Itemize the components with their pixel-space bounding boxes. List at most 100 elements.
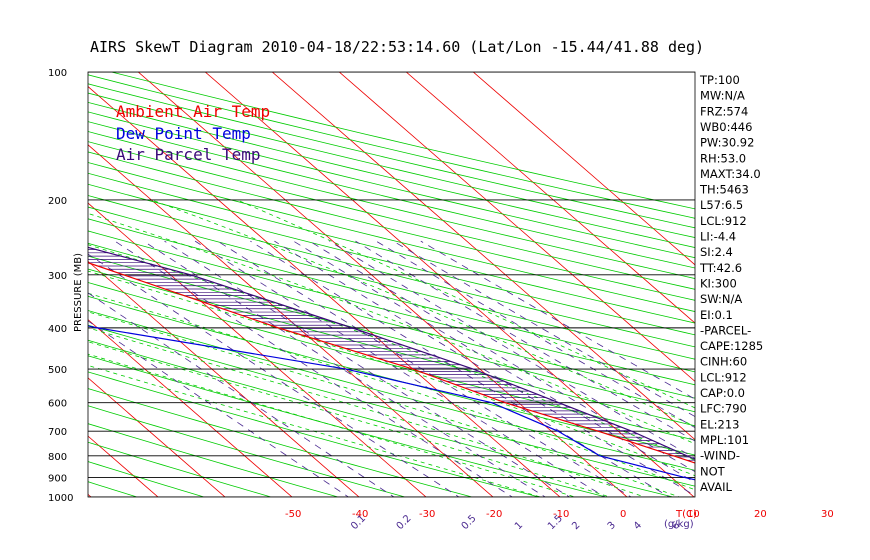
stability-index-item: MW:N/A xyxy=(700,89,745,103)
mixing-ratio-tick-label: 0.2 xyxy=(395,513,414,532)
stability-index-item: LFC:790 xyxy=(700,402,747,416)
pressure-tick-label: 700 xyxy=(48,427,67,438)
stability-index-item: AVAIL xyxy=(700,480,733,494)
stability-index-item: CINH:60 xyxy=(700,355,747,369)
stability-index-item: -PARCEL- xyxy=(700,323,751,337)
moist-adiabat-line xyxy=(88,353,577,497)
mixing-ratio-line xyxy=(194,240,606,497)
dry-adiabat-line xyxy=(88,218,695,373)
mixing-ratio-line xyxy=(420,240,695,400)
dry-adiabat-line xyxy=(88,310,695,471)
plot-area xyxy=(88,72,695,497)
stability-index-item: MPL:101 xyxy=(700,433,749,447)
dew-point-temp-line xyxy=(88,325,695,481)
stability-index-item: SW:N/A xyxy=(700,292,742,306)
stability-index-item: FRZ:574 xyxy=(700,104,748,118)
pressure-tick-label: 300 xyxy=(48,271,67,282)
plot-frame xyxy=(87,71,696,498)
dry-adiabat-line xyxy=(88,441,273,497)
stability-index-item: -WIND- xyxy=(700,449,740,463)
stability-index-item: EL:213 xyxy=(700,417,740,431)
bottom-temp-tick-label: 20 xyxy=(754,509,767,520)
stability-index-item: TT:42.6 xyxy=(699,261,742,275)
isotherm-line xyxy=(88,377,226,497)
dry-adiabat-line xyxy=(88,101,695,248)
stability-index-item: EI:0.1 xyxy=(700,308,733,322)
moist-adiabat-line xyxy=(236,199,695,409)
stability-index-item: L57:6.5 xyxy=(700,198,743,212)
stability-index-item: RH:53.0 xyxy=(700,151,746,165)
dry-adiabat-line xyxy=(88,324,695,487)
dry-adiabat-line xyxy=(88,461,206,497)
moist-adiabat-line xyxy=(88,365,542,497)
legend-dew-point-temp: Dew Point Temp xyxy=(116,124,251,143)
dry-adiabat-line xyxy=(88,151,695,301)
isotherm-line xyxy=(88,319,293,497)
mixing-ratio-line xyxy=(88,292,395,497)
legend-air-parcel-temp: Air Parcel Temp xyxy=(116,145,261,164)
mixing-ratio-line xyxy=(329,240,695,459)
bottom-temp-tick-label: -30 xyxy=(419,509,435,520)
dry-adiabat-line xyxy=(88,131,695,279)
y-axis-label: PRESSURE (MB) xyxy=(73,253,84,332)
mixing-ratio-line xyxy=(309,240,695,473)
stability-index-item: MAXT:34.0 xyxy=(700,167,761,181)
mixing-ratio-line xyxy=(88,320,350,497)
stability-index-item: LI:-4.4 xyxy=(700,230,736,244)
stability-index-item: CAPE:1285 xyxy=(700,339,763,353)
moist-adiabat-line xyxy=(88,213,695,445)
mixing-ratio-line xyxy=(217,240,632,497)
dry-adiabat-line xyxy=(88,121,695,269)
pressure-tick-label: 500 xyxy=(48,365,67,376)
mixing-ratio-line xyxy=(355,240,695,442)
bottom-temp-tick-label: -10 xyxy=(553,509,569,520)
dry-adiabat-line xyxy=(88,230,695,386)
stability-index-item: TP:100 xyxy=(699,73,740,87)
mixing-ratio-line xyxy=(88,253,460,497)
dry-adiabat-line xyxy=(88,141,695,290)
mixing-ratio-line xyxy=(393,240,695,418)
stability-index-item: TH:5463 xyxy=(699,183,749,197)
pressure-tick-label: 200 xyxy=(48,196,67,207)
pressure-tick-label: 800 xyxy=(48,452,67,463)
stability-index-item: LCL:912 xyxy=(700,214,747,228)
dry-adiabat-line xyxy=(88,162,695,312)
stability-index-item: NOT xyxy=(700,464,726,478)
legend-ambient-air-temp: Ambient Air Temp xyxy=(116,102,270,121)
pressure-tick-label: 900 xyxy=(48,474,67,485)
moist-adiabat-line xyxy=(88,341,611,497)
isotherm-line xyxy=(405,72,695,324)
dry-adiabat-line xyxy=(88,388,474,497)
moist-adiabat-line xyxy=(88,311,681,497)
pressure-tick-label: 400 xyxy=(48,324,67,335)
mixing-ratio-unit-label: (g/kg) xyxy=(664,519,694,530)
mixing-ratio-line xyxy=(375,240,695,429)
dry-adiabat-line xyxy=(88,295,695,456)
isotherm-line xyxy=(472,72,695,266)
dry-adiabat-line xyxy=(88,268,695,427)
x-axis-unit-label: T(C) xyxy=(675,509,697,520)
stability-index-item: SI:2.4 xyxy=(700,245,733,259)
dry-adiabat-line xyxy=(88,339,675,497)
mixing-ratio-tick-label: 2 xyxy=(570,520,582,532)
bottom-temp-tick-label: 10 xyxy=(687,509,700,520)
isotherm-line xyxy=(271,72,695,441)
stability-index-item: KI:300 xyxy=(700,276,737,290)
stability-index-item: LCL:912 xyxy=(700,370,747,384)
pressure-tick-label: 1000 xyxy=(48,493,73,504)
moist-adiabat-line xyxy=(88,270,695,477)
dry-adiabat-line xyxy=(88,242,695,399)
stability-index-item: CAP:0.0 xyxy=(700,386,745,400)
isotherm-line xyxy=(88,260,360,497)
mixing-ratio-tick-label: 4 xyxy=(632,520,644,532)
dry-adiabat-line xyxy=(88,206,695,360)
isotherm-line xyxy=(88,144,494,497)
bottom-temp-tick-label: -20 xyxy=(486,509,502,520)
stability-index-item: WB0:446 xyxy=(700,120,752,134)
dry-adiabat-line xyxy=(88,111,695,259)
moist-adiabat-line xyxy=(151,199,695,427)
isotherm-line xyxy=(338,72,695,382)
pressure-tick-label: 100 xyxy=(48,68,67,79)
